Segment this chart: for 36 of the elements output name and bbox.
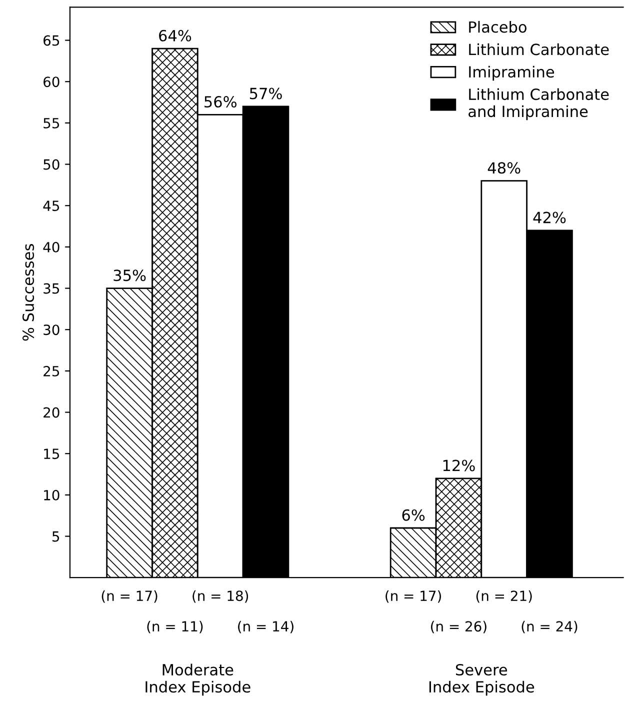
y-tick-label: 25 [44,366,60,376]
legend-label: Imipramine [469,66,554,81]
data-label: 56% [204,96,236,108]
x-tick-label: Severe Index Episode [429,664,534,696]
y-tick-label: 50 [44,159,60,170]
data-label: 64% [159,30,192,42]
data-label: 6% [402,509,425,521]
text: (n = 17) [386,590,441,603]
y-tick-label: 20 [44,407,60,418]
y-tick-label: 30 [44,324,60,336]
y-axis-title: % Successes [22,244,34,341]
text: (n = 26) [431,620,486,634]
text: (n = 17) [102,590,158,603]
y-tick-label: 10 [44,490,60,500]
x-tick-label: Moderate Index Episode [146,664,250,696]
text: (n = 21) [476,590,532,603]
y-tick-label: 55 [44,118,60,128]
legend-label: Lithium Carbonate [469,43,609,56]
text: (n = 18) [192,590,248,603]
legend-label: Placebo [469,20,526,33]
data-label: 48% [488,162,520,174]
text: (n = 14) [238,620,294,634]
legend-label: Lithium Carbonate and Imipramine [468,88,609,120]
y-tick-label: 15 [44,448,60,460]
y-tick-label: 35 [44,283,60,294]
y-tick-label: 65 [44,35,60,46]
y-tick-label: 5 [52,531,60,542]
data-label: 35% [114,270,146,282]
data-label: 12% [443,460,475,472]
y-tick-label: 40 [43,242,60,252]
data-label: 57% [250,88,282,100]
y-tick-label: 60 [44,76,60,88]
text: (n = 24) [522,620,578,634]
y-tick-label: 45 [43,200,60,212]
data-label: 42% [533,212,566,224]
text: (n = 11) [147,620,203,634]
